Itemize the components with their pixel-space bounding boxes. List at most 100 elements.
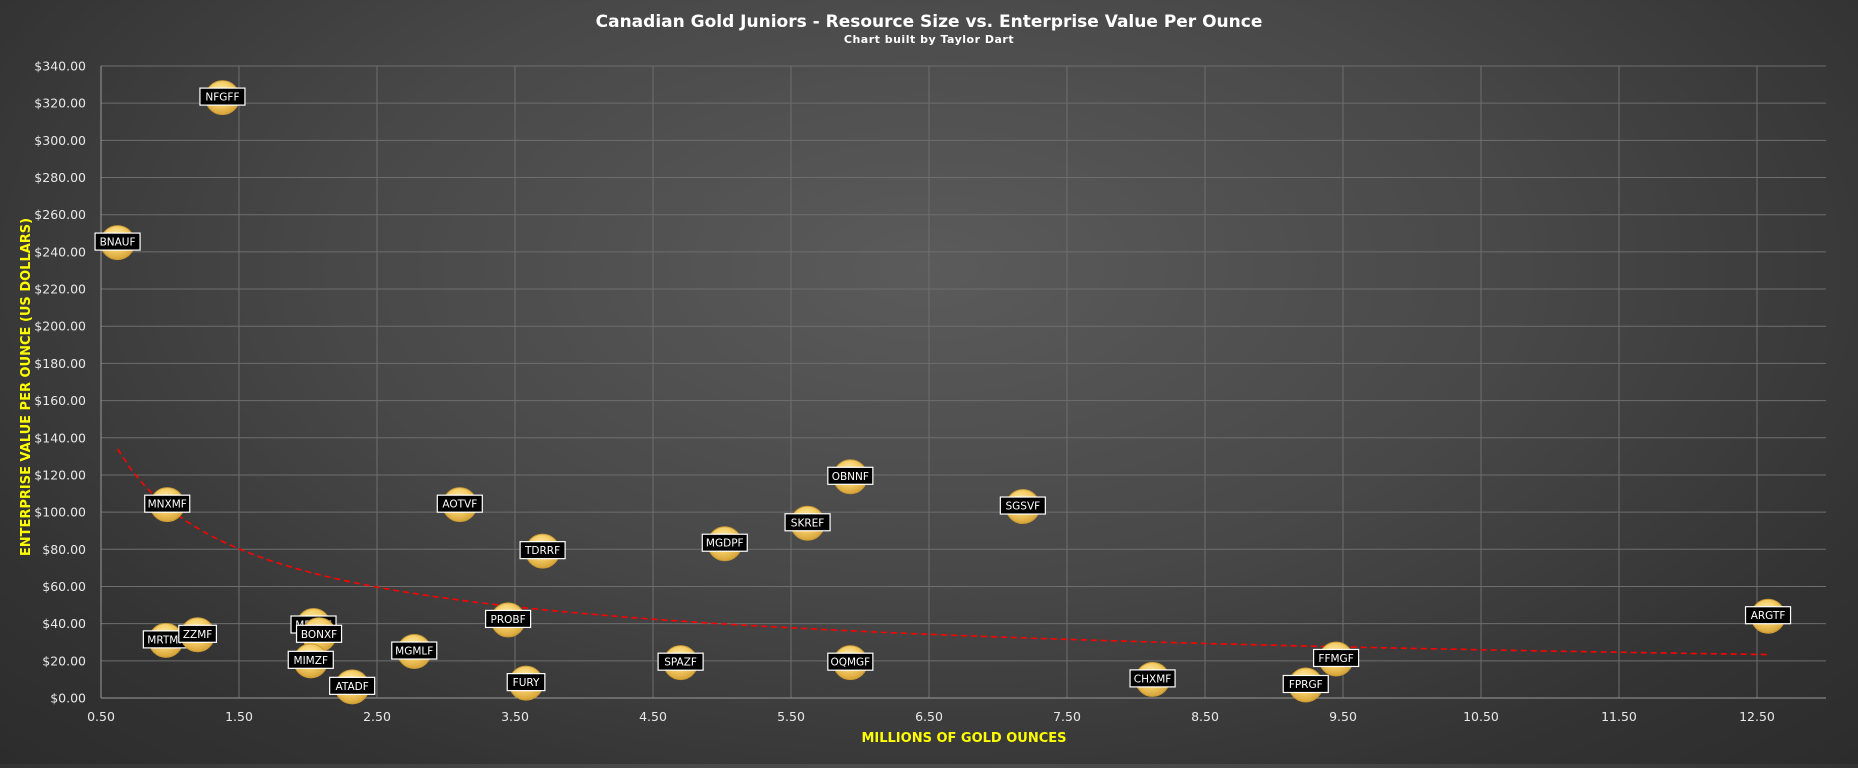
data-point-fury: FURY [506, 665, 546, 701]
x-tick-label: 3.50 [501, 709, 529, 724]
data-point-mnxmf: MNXMF [144, 487, 191, 523]
point-label: MGDPF [706, 538, 744, 550]
y-tick-label: $300.00 [34, 133, 86, 148]
x-tick-label: 11.50 [1601, 709, 1637, 724]
y-tick-label: $20.00 [42, 653, 86, 668]
x-tick-label: 5.50 [777, 709, 805, 724]
data-point-ffmgf: FFMGF [1312, 641, 1360, 677]
point-label: FPRGF [1289, 679, 1323, 691]
y-tick-label: $320.00 [34, 96, 86, 111]
point-label-box [199, 87, 246, 106]
x-tick-label: 4.50 [639, 709, 667, 724]
point-label-box [657, 652, 704, 671]
point-label: SGSVF [1005, 501, 1040, 513]
x-tick-label: 8.50 [1191, 709, 1219, 724]
gridlines [100, 65, 1826, 699]
point-label-box [94, 232, 141, 251]
point-label: TDRRF [524, 545, 560, 557]
y-tick-label: $40.00 [42, 616, 86, 631]
point-label: PROBF [491, 614, 526, 626]
y-tick-label: $100.00 [34, 505, 86, 520]
data-point-mgmlf: MGMLF [391, 634, 438, 670]
point-label: ARGTF [1751, 610, 1786, 622]
point-label: OQMGF [830, 657, 870, 669]
point-label: FURY [513, 677, 540, 689]
point-label-box [287, 650, 334, 669]
point-label-box [485, 609, 532, 629]
y-tick-label: $140.00 [34, 430, 86, 445]
point-label: BNAUF [100, 237, 136, 249]
point-label-box [391, 641, 438, 660]
data-point-obnnf: OBNNF [827, 459, 874, 495]
x-tick-label: 0.50 [87, 709, 115, 724]
y-tick-label: $0.00 [50, 691, 86, 706]
point-label-box [295, 624, 343, 643]
point-label: MIMZF [294, 655, 328, 667]
data-point-probf: PROBF [485, 602, 532, 638]
point-label-box [144, 494, 191, 513]
data-point-atadf: ATADF [329, 669, 376, 705]
x-tick-label: 7.50 [1053, 709, 1081, 724]
point-label: AOTVF [442, 499, 477, 511]
y-tick-label: $180.00 [34, 356, 86, 371]
data-point-sgsvf: SGSVF [999, 489, 1046, 525]
point-label-box [506, 673, 546, 692]
x-tick-label: 10.50 [1463, 709, 1499, 724]
data-point-mimzf: MIMZF [287, 643, 334, 679]
chart-subtitle: Chart built by Taylor Dart [844, 33, 1014, 46]
y-tick-label: $120.00 [34, 467, 86, 482]
y-axis-label: ENTERPRISE VALUE PER OUNCE (US DOLLARS) [19, 218, 34, 556]
x-tick-label: 6.50 [915, 709, 943, 724]
x-tick-label: 9.50 [1329, 709, 1357, 724]
point-label: MRTMF [147, 634, 184, 646]
data-point-argtf: ARGTF [1744, 598, 1792, 634]
point-label-box [827, 466, 874, 485]
point-label: BONXF [301, 629, 337, 641]
point-label-box [701, 533, 748, 552]
point-label-box [329, 676, 376, 695]
point-label: NFGFF [205, 92, 239, 104]
point-label-box [519, 541, 566, 560]
point-label: CHXMF [1134, 673, 1172, 685]
point-label-box [999, 496, 1046, 515]
point-label-box [784, 513, 831, 532]
data-point-mgdpf: MGDPF [701, 526, 748, 562]
point-label: ZZMF [183, 629, 213, 641]
data-point-nfgff: NFGFF [199, 80, 246, 116]
y-tick-label: $200.00 [34, 319, 86, 334]
trendline [116, 448, 1771, 656]
y-tick-label: $280.00 [34, 170, 86, 185]
trendline-path [116, 448, 1771, 656]
point-label: MGMLF [395, 646, 433, 658]
data-point-chxmf: CHXMF [1129, 661, 1176, 697]
data-point-aotvf: AOTVF [436, 487, 483, 523]
data-point-mrtmf: MRTMF [142, 622, 189, 658]
point-label-box [827, 652, 874, 671]
y-tick-label: $60.00 [42, 579, 86, 594]
point-label: SPAZF [664, 657, 697, 669]
data-points: NFGFFBNAUFMNXMFMRTMFZZMFMPUCFBONXFMIMZFA… [94, 80, 1792, 705]
x-tick-labels: 0.50 1.50 2.50 3.50 4.50 5.50 6.50 7.50 8.50 9.50… [87, 709, 1775, 724]
chart-title: Canadian Gold Juniors - Resource Size vs… [596, 12, 1263, 32]
y-tick-label: $80.00 [42, 542, 86, 557]
y-tick-label: $240.00 [34, 244, 86, 259]
y-tick-label: $220.00 [34, 282, 86, 297]
point-label-box [1129, 669, 1176, 688]
point-label-box [178, 624, 218, 643]
data-point-bonxf: BONXF [295, 617, 343, 653]
data-point-tdrrf: TDRRF [519, 533, 566, 569]
point-label-box [1744, 606, 1792, 625]
data-point-skref: SKREF [784, 505, 831, 541]
x-tick-label: 12.50 [1739, 709, 1775, 724]
data-point-fprgf: FPRGF [1282, 667, 1329, 703]
point-label: FFMGF [1318, 653, 1353, 665]
y-tick-labels: $0.00 $20.00 $40.00 $60.00 $80.00 $100.00 $120… [34, 59, 86, 706]
point-label: OBNNF [832, 471, 869, 483]
x-tick-label: 1.50 [225, 709, 253, 724]
x-tick-label: 2.50 [363, 709, 391, 724]
x-axis-label: MILLIONS OF GOLD OUNCES [861, 731, 1066, 746]
point-label-box [436, 494, 483, 513]
point-label-box [1312, 648, 1360, 668]
